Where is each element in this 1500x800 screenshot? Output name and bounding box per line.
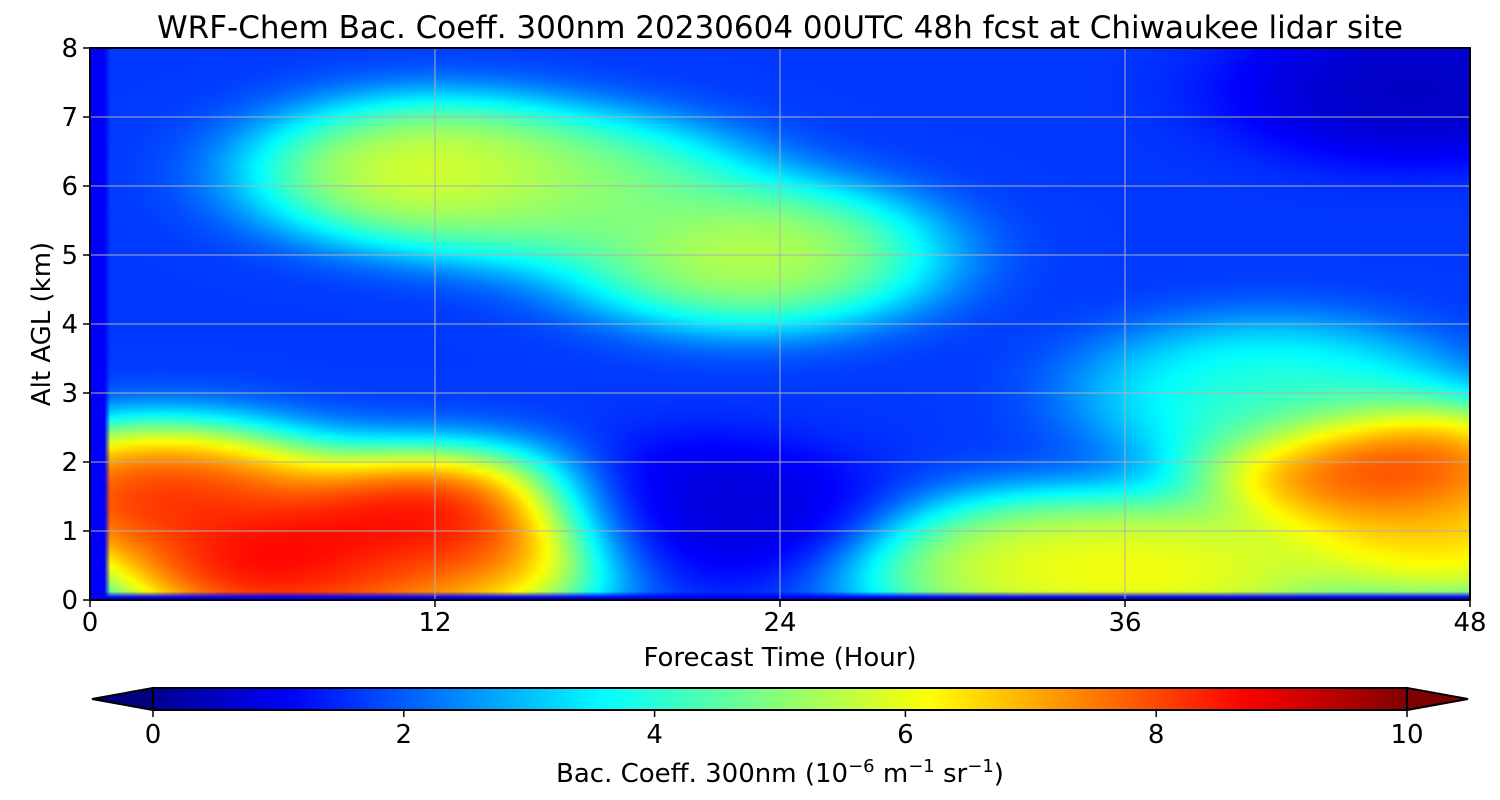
y-tick-label: 3 — [61, 379, 78, 409]
y-tick-label: 1 — [61, 517, 78, 547]
colorbar-tick-label: 6 — [897, 720, 914, 750]
colorbar-label-exp1: −6 — [848, 756, 875, 777]
colorbar-tick-label: 10 — [1390, 720, 1423, 750]
colorbar-tick-label: 0 — [145, 720, 162, 750]
y-axis-label: Alt AGL (km) — [27, 242, 57, 406]
colorbar-label-mid: m — [875, 759, 909, 789]
colorbar-label-exp3: −1 — [967, 756, 994, 777]
y-tick-label: 4 — [61, 310, 78, 340]
colorbar-tick-label: 8 — [1148, 720, 1165, 750]
colorbar-min-extend — [92, 688, 153, 710]
colorbar-tick-label: 4 — [646, 720, 663, 750]
x-tick-label: 24 — [763, 608, 796, 638]
colorbar-ticks: 0 2 4 6 8 10 — [145, 710, 1424, 750]
x-tick-label: 48 — [1453, 608, 1486, 638]
y-tick-label: 7 — [61, 103, 78, 133]
colorbar-label-exp2: −1 — [908, 756, 935, 777]
colorbar-max-extend — [1407, 688, 1468, 710]
chart-title: WRF-Chem Bac. Coeff. 300nm 20230604 00UT… — [157, 10, 1403, 46]
y-tick-label: 8 — [61, 34, 78, 64]
y-tick-label: 2 — [61, 448, 78, 478]
colorbar-label-mid2: sr — [935, 759, 968, 789]
y-axis-ticks: 0 1 2 3 4 5 6 7 8 — [61, 34, 90, 616]
y-tick-label: 0 — [61, 586, 78, 616]
colorbar-tick-label: 2 — [396, 720, 413, 750]
x-axis-label: Forecast Time (Hour) — [643, 643, 916, 673]
x-tick-label: 12 — [418, 608, 451, 638]
colorbar-label-suffix: ) — [994, 759, 1004, 789]
heatmap-chart: WRF-Chem Bac. Coeff. 300nm 20230604 00UT… — [0, 0, 1500, 800]
x-tick-label: 36 — [1108, 608, 1141, 638]
colorbar-label: Bac. Coeff. 300nm (10−6 m−1 sr−1) — [556, 756, 1004, 789]
colorbar-label-prefix: Bac. Coeff. 300nm (10 — [556, 759, 848, 789]
y-tick-label: 6 — [61, 172, 78, 202]
x-tick-label: 0 — [82, 608, 99, 638]
y-tick-label: 5 — [61, 241, 78, 271]
colorbar-gradient — [153, 688, 1407, 710]
colorbar: 0 2 4 6 8 10 Bac. Coeff. 300nm (10−6 m−1 sr−1… — [92, 688, 1468, 789]
x-axis-ticks: 0 12 24 36 48 — [82, 600, 1487, 638]
